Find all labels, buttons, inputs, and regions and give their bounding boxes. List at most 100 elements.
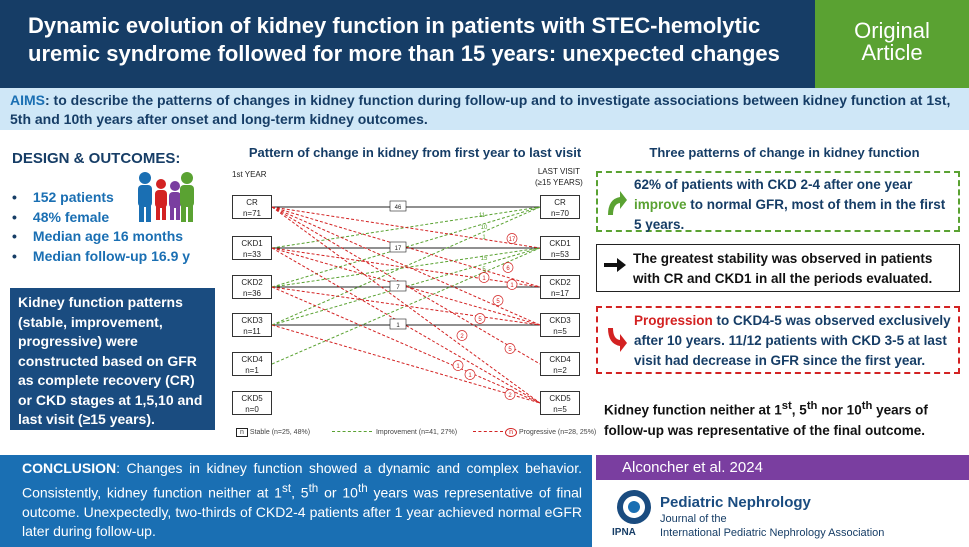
finding-sup: th <box>861 400 873 412</box>
right-stage-box: CKD3 n=5 <box>540 313 580 337</box>
last-visit-line-2: (≥15 YEARS) <box>535 178 583 187</box>
prog-count-label-marker <box>506 233 518 244</box>
prog-flow-line <box>271 206 541 326</box>
aims-label: AIMS <box>10 92 45 108</box>
legend-improve-line <box>331 431 372 432</box>
stage-label: CKD1 <box>241 239 263 248</box>
conclusion-text: years was representative of final outcom… <box>22 484 583 540</box>
stage-label: CKD3 <box>549 316 571 325</box>
prog-count-label: 2 <box>460 334 464 340</box>
improve-flow-line <box>271 247 541 326</box>
page-title: Dynamic evolution of kidney function in … <box>28 12 808 68</box>
stable-count-label: 7 <box>396 285 400 291</box>
stage-count: n=70 <box>550 209 570 218</box>
stage-label: CKD2 <box>549 278 571 287</box>
stable-count-box <box>389 318 407 330</box>
right-arrow-icon <box>604 258 626 272</box>
stable-count-label: 46 <box>395 205 402 211</box>
improve-text-a: 62% of patients with CKD 2-4 after one y… <box>634 177 913 192</box>
left-stage-box: CKD3 n=11 <box>232 313 272 337</box>
improve-count-label: 10 <box>481 225 488 231</box>
improve-count-label: 11 <box>479 213 486 219</box>
aims-section: AIMS: to describe the patterns of change… <box>0 88 969 130</box>
stage-label: CKD5 <box>549 394 571 403</box>
ipna-logo-icon <box>617 490 651 524</box>
diagram-legend: n Stable (n=25, 48%) Improvement (n=41, 2… <box>236 428 596 437</box>
left-stage-box: CKD5 n=0 <box>232 391 272 415</box>
stable-keyword: stability <box>717 251 769 266</box>
stage-label: CR <box>554 198 566 207</box>
prog-count-label-marker <box>464 369 476 380</box>
finding-text: years of follow-up was representative of… <box>604 402 928 438</box>
right-stage-box: CKD4 n=2 <box>540 352 580 376</box>
legend-prog: Progressive (n=28, 25%) <box>519 429 597 436</box>
design-item: Median age 16 months <box>12 227 190 247</box>
finding-text: nor 10 <box>817 402 862 418</box>
prog-count-label: 5 <box>508 347 512 353</box>
up-arrow-icon <box>608 191 627 215</box>
legend-prog-line <box>473 431 504 432</box>
conclusion-sup: st <box>281 481 292 495</box>
stage-label: CKD4 <box>241 355 263 364</box>
stage-label: CR <box>246 198 258 207</box>
stable-text-a: The greatest <box>633 251 718 266</box>
stage-label: CKD1 <box>549 239 571 248</box>
stage-count: n=5 <box>553 405 567 414</box>
prog-count-label: 6 <box>506 266 510 272</box>
stable-count-label: 17 <box>395 246 402 252</box>
stage-count: n=0 <box>245 405 259 414</box>
prog-flow-line <box>271 286 541 326</box>
design-item: 48% female <box>12 208 190 228</box>
last-visit-label: LAST VISIT (≥15 YEARS) <box>535 166 583 188</box>
conclusion-text: : Changes in kidney function showed a dy… <box>22 460 582 501</box>
prog-text-b: to CKD4-5 was observed exclusively after… <box>634 313 951 368</box>
left-stage-box: CKD4 n=1 <box>232 352 272 376</box>
last-visit-line-1: LAST VISIT <box>537 167 580 176</box>
patterns-description: Kidney function patterns (stable, improv… <box>10 288 215 430</box>
prog-flow-line <box>271 206 541 249</box>
stage-count: n=1 <box>245 366 259 375</box>
three-patterns-title: Three patterns of change in kidney funct… <box>649 145 920 160</box>
legend-prog-marker: n <box>505 428 518 437</box>
right-stage-box: CKD5 n=5 <box>540 391 580 415</box>
ipna-label: IPNA <box>612 527 636 538</box>
design-item: 152 patients <box>12 188 190 208</box>
finding-sup: th <box>806 400 818 412</box>
stability-box: The greatest stability was observed in p… <box>596 244 960 292</box>
prog-count-label: 5 <box>496 299 500 305</box>
prog-count-label: 2 <box>508 393 512 399</box>
design-item: Median follow-up 16.9 y <box>12 247 190 267</box>
prog-count-label-marker <box>474 313 486 324</box>
badge-line-2: Article <box>861 40 923 65</box>
conclusion-text: or 10 <box>318 484 358 501</box>
stage-count: n=71 <box>242 209 262 218</box>
journal-name: Pediatric Nephrology <box>660 494 811 511</box>
finding-text: , 5 <box>791 402 807 418</box>
prog-flow-line <box>271 324 541 404</box>
stable-text-c: was observed in patients with CR and CKD… <box>633 251 933 286</box>
conclusion-sup: th <box>357 481 368 495</box>
stage-count: n=5 <box>553 327 567 336</box>
badge-line-1: Original <box>854 18 930 43</box>
design-title: DESIGN & OUTCOMES: <box>12 150 181 167</box>
prog-flow-line <box>271 206 541 404</box>
prog-count-label-marker <box>504 389 516 400</box>
prog-count-label: 1 <box>482 276 486 282</box>
journal-panel <box>596 480 969 547</box>
conclusion-sup: th <box>308 481 319 495</box>
citation: Alconcher et al. 2024 <box>596 455 969 480</box>
conclusion-section: CONCLUSION: Changes in kidney function s… <box>0 455 592 547</box>
legend-stable: Stable (n=25, 48%) <box>249 429 311 436</box>
prog-count-label: 1 <box>456 364 460 370</box>
prog-flow-line <box>271 286 541 404</box>
improve-count-label: 1 <box>482 235 486 241</box>
stage-label: CKD5 <box>241 394 263 403</box>
right-stage-box: CKD2 n=17 <box>540 275 580 299</box>
prog-count-label-marker <box>506 279 518 290</box>
stage-label: CKD2 <box>241 278 263 287</box>
prog-count-label-marker <box>502 262 514 273</box>
left-stage-box: CR n=71 <box>232 195 272 219</box>
improve-text-c: to normal GFR, most of them in the first… <box>634 197 946 232</box>
left-stage-box: CKD1 n=33 <box>232 236 272 260</box>
